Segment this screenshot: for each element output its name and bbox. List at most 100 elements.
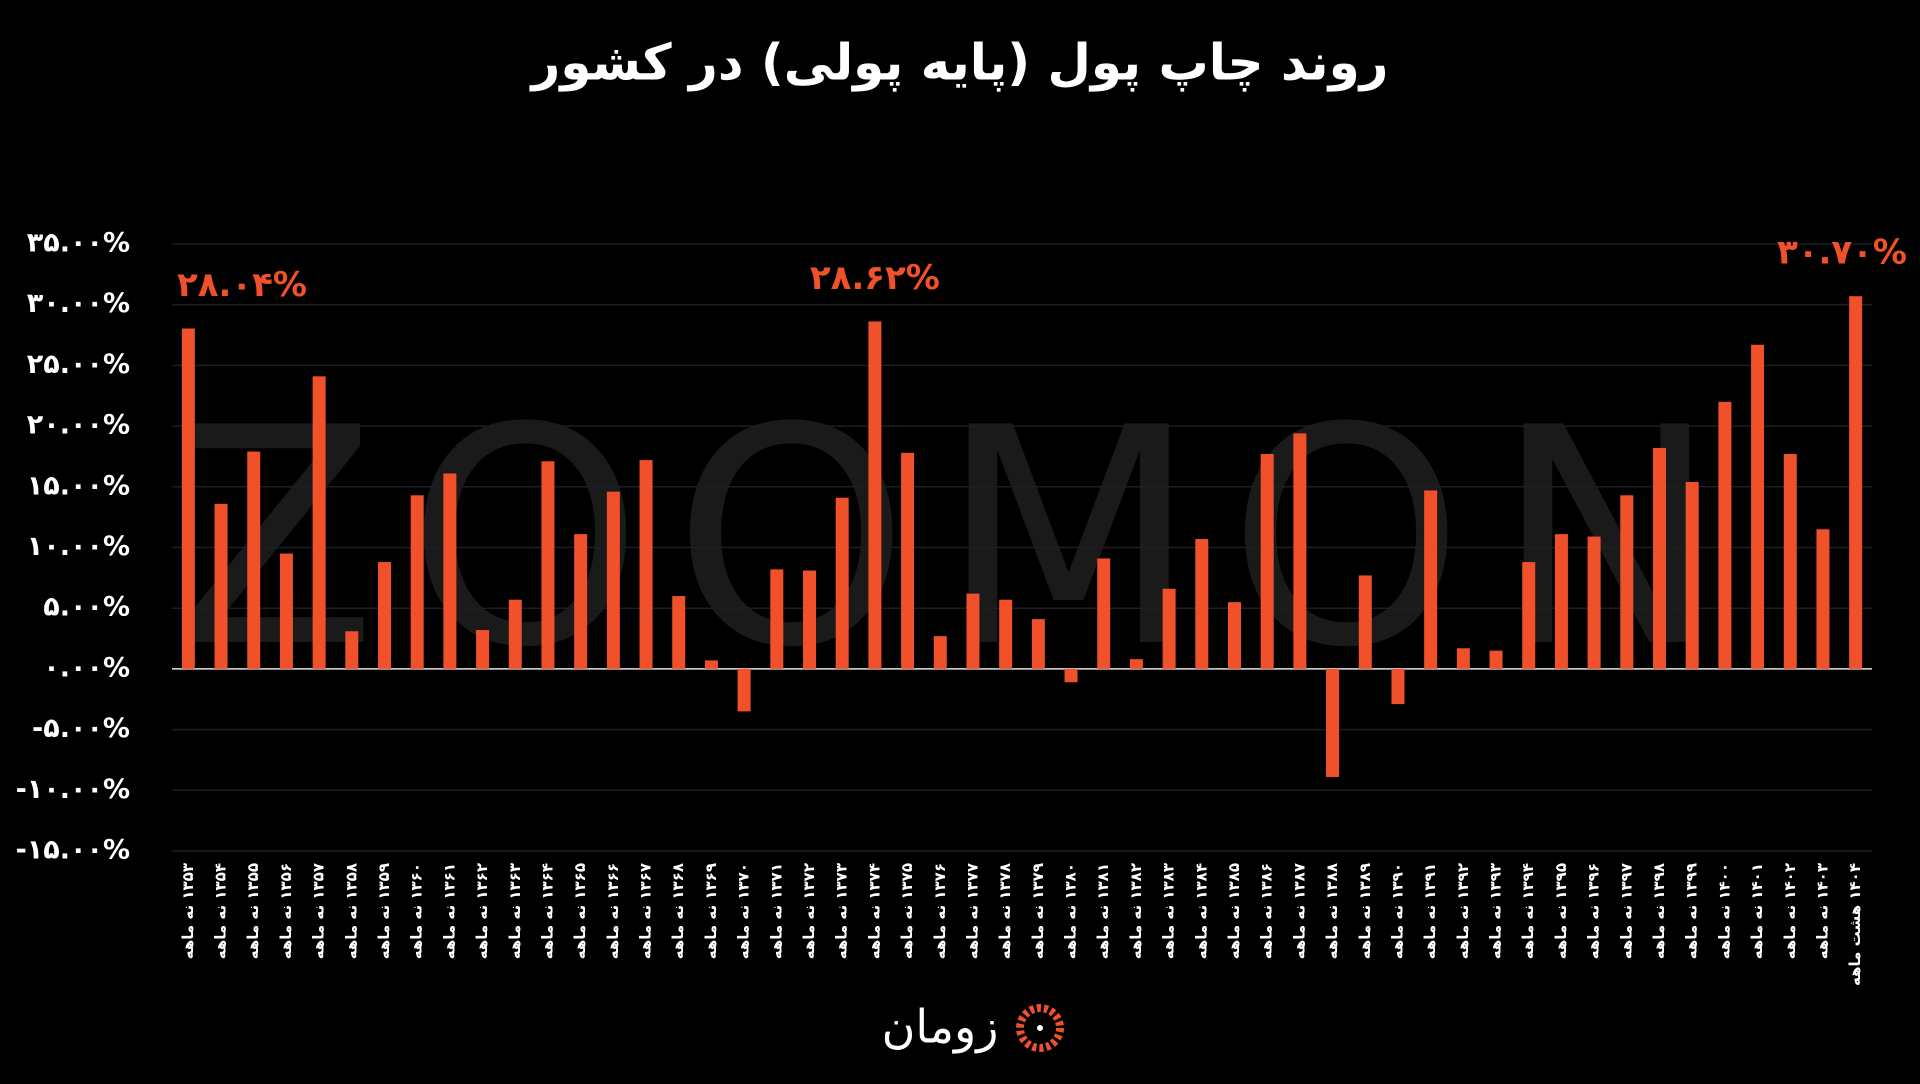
bar xyxy=(1293,433,1307,669)
bar xyxy=(541,461,555,669)
bar xyxy=(1358,575,1372,669)
y-tick-label: ۲۰.۰۰% xyxy=(27,410,130,441)
bar xyxy=(770,569,784,669)
bar xyxy=(606,491,620,669)
x-tick-label: ۱۳۷۹ نه ماهه xyxy=(1029,863,1047,959)
bar xyxy=(574,534,588,669)
bar xyxy=(1522,562,1536,669)
y-tick-label: ۳۰.۰۰% xyxy=(27,288,130,319)
bar xyxy=(966,593,980,669)
x-tick-label: ۱۳۶۲ نه ماهه xyxy=(473,863,491,959)
x-tick-label: ۱۳۸۲ نه ماهه xyxy=(1127,863,1145,959)
x-tick-label: ۱۴۰۲ نه ماهه xyxy=(1781,863,1799,959)
x-tick-label: ۱۳۹۲ نه ماهه xyxy=(1454,863,1472,959)
logo-text: زومان xyxy=(882,1000,999,1055)
x-tick-label: ۱۳۹۷ نه ماهه xyxy=(1617,863,1635,959)
bar xyxy=(476,630,490,669)
bar xyxy=(1751,344,1765,669)
bar xyxy=(672,596,686,669)
bar xyxy=(901,452,915,669)
x-tick-label: ۱۳۸۶ نه ماهه xyxy=(1258,863,1276,959)
x-tick-label: ۱۳۶۴ نه ماهه xyxy=(538,863,556,959)
bar xyxy=(1391,668,1405,705)
watermark: ZOOMON xyxy=(171,364,1748,713)
y-tick-label: ۰.۰۰% xyxy=(43,652,130,683)
x-tick-label: ۱۳۶۳ نه ماهه xyxy=(506,863,524,959)
x-tick-label: ۱۴۰۳ نه ماهه xyxy=(1813,863,1831,959)
x-tick-label: ۱۳۷۲ نه ماهه xyxy=(800,863,818,959)
x-tick-label: ۱۳۸۳ نه ماهه xyxy=(1160,863,1178,959)
x-tick-label: ۱۳۵۴ نه ماهه xyxy=(212,863,230,959)
x-tick-label: ۱۳۷۴ نه ماهه xyxy=(865,863,883,959)
bar xyxy=(1195,539,1209,669)
bar xyxy=(214,503,228,669)
bar xyxy=(1260,454,1274,669)
bar xyxy=(1816,529,1830,669)
x-tick-label: ۱۴۰۴ هشت ماهه xyxy=(1846,863,1864,986)
x-tick-label: ۱۳۸۹ نه ماهه xyxy=(1356,863,1374,959)
x-tick-label: ۱۳۸۱ نه ماهه xyxy=(1094,863,1112,959)
bar xyxy=(312,376,326,669)
bar xyxy=(1064,668,1078,683)
bar xyxy=(1228,602,1241,669)
bar xyxy=(1620,495,1634,669)
x-tick-label: ۱۳۵۹ نه ماهه xyxy=(375,863,393,959)
x-tick-label: ۱۳۸۰ نه ماهه xyxy=(1062,863,1080,959)
x-tick-label: ۱۳۹۴ نه ماهه xyxy=(1519,863,1537,959)
bar xyxy=(835,497,849,669)
logo-icon xyxy=(1016,1004,1064,1052)
x-tick-label: ۱۳۷۶ نه ماهه xyxy=(931,863,949,959)
bar xyxy=(410,495,424,669)
value-label: ۲۸.۰۴% xyxy=(177,265,307,305)
bar xyxy=(279,553,293,669)
chart-title: روند چاپ پول (پایه پولی) در کشور xyxy=(529,34,1389,93)
bar xyxy=(443,473,457,669)
bar xyxy=(508,599,522,669)
bar xyxy=(1587,536,1601,669)
x-tick-label: ۱۳۸۷ نه ماهه xyxy=(1290,863,1308,959)
bar xyxy=(1326,668,1340,777)
bar xyxy=(999,599,1013,669)
y-tick-label: -۵.۰۰% xyxy=(32,713,130,744)
bar xyxy=(704,660,718,669)
x-tick-label: ۱۳۵۷ نه ماهه xyxy=(310,863,328,959)
y-tick-label: ۳۵.۰۰% xyxy=(27,228,130,259)
x-tick-label: ۱۳۹۵ نه ماهه xyxy=(1552,863,1570,959)
x-tick-label: ۱۳۹۶ نه ماهه xyxy=(1585,863,1603,959)
x-tick-label: ۱۳۷۸ نه ماهه xyxy=(996,863,1014,959)
y-tick-label: ۲۵.۰۰% xyxy=(27,349,130,380)
bar xyxy=(1097,558,1111,669)
x-tick-label: ۱۳۷۱ نه ماهه xyxy=(767,863,785,959)
x-tick-label: ۱۳۸۸ نه ماهه xyxy=(1323,863,1341,959)
bar xyxy=(378,562,391,669)
x-tick-label: ۱۳۵۳ نه ماهه xyxy=(179,863,197,959)
x-tick-label: ۱۳۸۵ نه ماهه xyxy=(1225,863,1243,959)
bar xyxy=(1162,588,1176,669)
bar xyxy=(1783,454,1797,669)
bar xyxy=(1424,490,1438,669)
x-tick-label: ۱۳۷۳ نه ماهه xyxy=(833,863,851,959)
bar xyxy=(181,328,195,669)
bar xyxy=(1653,447,1666,669)
x-tick-label: ۱۴۰۰ نه ماهه xyxy=(1715,863,1733,959)
y-tick-label: ۱۵.۰۰% xyxy=(27,470,130,501)
x-tick-label: ۱۳۹۰ نه ماهه xyxy=(1388,863,1406,959)
x-tick-label: ۱۳۹۸ نه ماهه xyxy=(1650,863,1668,959)
x-tick-label: ۱۴۰۱ نه ماهه xyxy=(1748,863,1766,959)
value-label: ۳۰.۷۰% xyxy=(1777,233,1907,273)
bar xyxy=(345,631,359,669)
x-tick-label: ۱۳۵۶ نه ماهه xyxy=(277,863,295,959)
x-tick-label: ۱۳۶۱ نه ماهه xyxy=(440,863,458,959)
x-tick-label: ۱۳۵۸ نه ماهه xyxy=(342,863,360,959)
bar xyxy=(1849,296,1863,669)
x-tick-label: ۱۳۹۱ نه ماهه xyxy=(1421,863,1439,959)
x-tick-label: ۱۳۶۸ نه ماهه xyxy=(669,863,687,959)
x-tick-label: ۱۳۷۷ نه ماهه xyxy=(963,863,981,959)
x-tick-label: ۱۳۸۴ نه ماهه xyxy=(1192,863,1210,959)
bar xyxy=(737,668,751,712)
bar xyxy=(868,321,882,669)
x-tick-label: ۱۳۶۵ نه ماهه xyxy=(571,863,589,959)
bar xyxy=(1718,401,1732,669)
bar xyxy=(1031,619,1045,669)
